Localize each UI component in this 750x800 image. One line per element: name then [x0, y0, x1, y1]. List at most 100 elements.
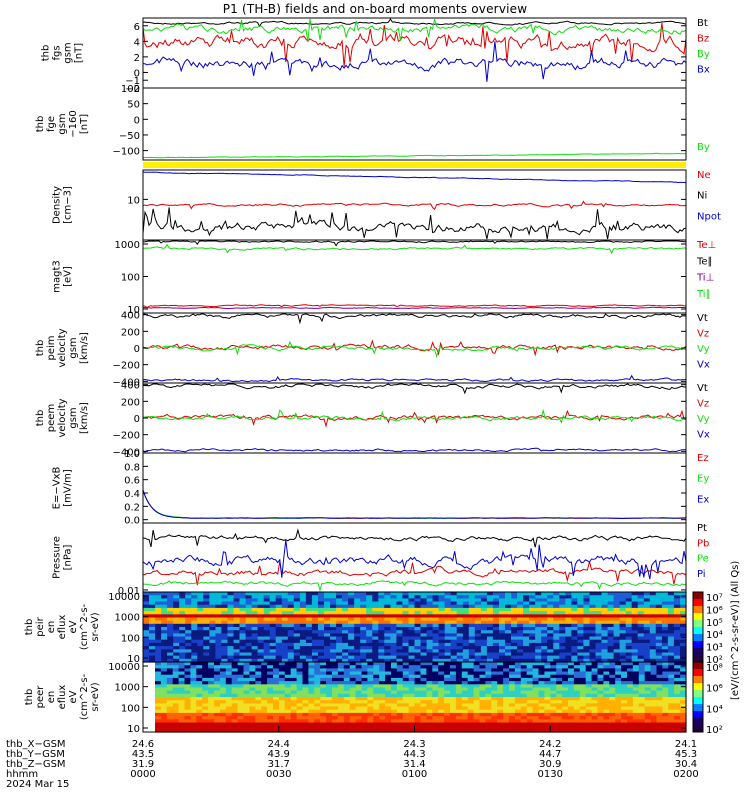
spectrogram-cell [361, 668, 368, 673]
spectrogram-cell [462, 595, 470, 599]
spectrogram-cell [603, 725, 610, 730]
spectrogram-cell [577, 658, 584, 663]
spectrogram-cell [155, 658, 162, 663]
spectrogram-cell [444, 655, 452, 660]
spectrogram-cell [520, 706, 528, 711]
spectrogram-cell [456, 627, 464, 631]
spectrogram-cell [650, 677, 658, 682]
spectrogram-cell [680, 627, 687, 631]
spectrogram-cell [219, 719, 227, 724]
spectrogram-cell [326, 706, 333, 711]
spectrogram-cell [172, 709, 180, 714]
spectrogram-cell [414, 601, 422, 606]
spectrogram-cell [468, 623, 476, 628]
spectrogram-cell [337, 677, 345, 682]
spectrogram-cell [673, 607, 681, 612]
spectrogram-cell [233, 601, 241, 606]
spectrogram-cell [511, 595, 518, 599]
spectrogram-cell [492, 652, 500, 657]
spectrogram-cell [161, 627, 168, 631]
spectrogram-cell [662, 728, 669, 733]
spectrogram-cell [305, 652, 313, 657]
spectrogram-cell [196, 665, 203, 669]
spectrogram-cell [426, 652, 434, 657]
spectrogram-cell [491, 722, 498, 727]
spectrogram-cell [526, 684, 534, 689]
spectrogram-cell [632, 706, 640, 711]
spectrogram-cell [255, 687, 262, 692]
spectrogram-cell [474, 604, 482, 609]
spectrogram-cell [601, 620, 609, 625]
spectrogram-cell [275, 652, 283, 657]
spectrogram-cell [550, 712, 557, 717]
spectrogram-cell [638, 677, 646, 682]
series-line-By [142, 18, 687, 43]
spectrogram-cell [577, 633, 584, 638]
spectrogram-cell [296, 697, 304, 701]
spectrogram-cell [649, 611, 657, 615]
spectrogram-cell [450, 674, 457, 679]
spectrogram-cell [320, 728, 327, 733]
spectrogram-cell [299, 630, 307, 634]
spectrogram-cell [314, 671, 321, 676]
spectrogram-cell [503, 671, 510, 676]
spectrogram-cell [414, 649, 422, 654]
spectrogram-cell [468, 592, 476, 596]
spectrogram-cell [438, 614, 446, 619]
spectrogram-cell [161, 601, 168, 606]
efield-panel-ylabel: E=−VxB [mV/m] [52, 467, 74, 510]
spectrogram-cell [568, 668, 575, 673]
spectrogram-cell [661, 598, 669, 603]
spectrogram-cell [337, 681, 345, 685]
legend-Pe: Pe [697, 554, 709, 565]
spectrogram-cell [438, 601, 446, 606]
spectrogram-cell [219, 668, 227, 673]
spectrogram-cell [497, 709, 504, 714]
spectrogram-cell [396, 671, 404, 676]
spectrogram-cell [293, 639, 301, 644]
spectrogram-cell [191, 611, 198, 615]
spectrogram-cell [414, 722, 422, 727]
spectrogram-cell [167, 649, 174, 654]
spectrogram-cell [161, 649, 168, 654]
colorbar-segment [693, 606, 703, 614]
spectrogram-cell [644, 703, 652, 708]
spectrogram-cell [305, 604, 313, 609]
spectrogram-cell [273, 712, 280, 717]
spectrogram-cell [275, 642, 283, 647]
spectrogram-cell [396, 658, 403, 663]
spectrogram-cell [656, 703, 663, 708]
spectrogram-cell [155, 604, 162, 609]
spectrogram-cell [609, 693, 616, 698]
ylabel-line: [eV] [63, 266, 74, 287]
spectrogram-cell [378, 646, 385, 650]
spectrogram-cell [571, 620, 578, 625]
spectrogram-cell [668, 700, 675, 704]
spectrogram-cell [239, 639, 247, 644]
spectrogram-cell [511, 633, 518, 638]
spectrogram-cell [167, 655, 174, 660]
spectrogram-cell [155, 627, 162, 631]
spectrogram-cell [438, 627, 446, 631]
spectrogram-cell [299, 652, 307, 657]
spectrogram-cell [444, 658, 452, 663]
spectrogram-cell [577, 595, 584, 599]
spectrogram-cell [627, 728, 634, 733]
spectrogram-cell [589, 598, 597, 603]
spectrogram-cell [267, 693, 274, 698]
spectrogram-cell [607, 636, 615, 641]
spectrogram-cell [438, 646, 446, 650]
spectrogram-cell [511, 607, 518, 612]
spectrogram-cell [514, 706, 522, 711]
spectrogram-cell [305, 649, 313, 654]
spectrogram-cell [461, 703, 469, 708]
spectrogram-cell [562, 674, 569, 679]
spectrogram-cell [535, 598, 542, 603]
spectrogram-cell [209, 652, 216, 657]
spectrogram-cell [621, 690, 628, 695]
spectrogram-cell [505, 639, 512, 644]
spectrogram-cell [299, 592, 307, 596]
spectrogram-cell [467, 712, 475, 717]
spectrogram-cell [196, 703, 203, 708]
spectrogram-cell [215, 627, 222, 631]
